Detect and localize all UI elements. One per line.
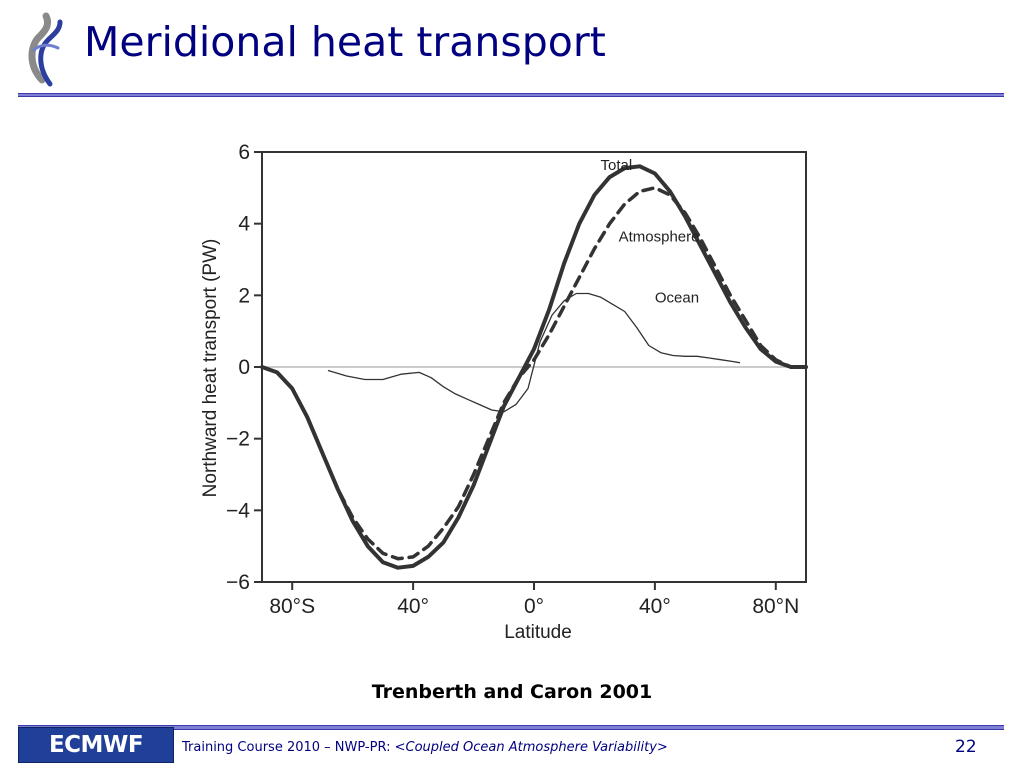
x-tick-label: 40° — [639, 595, 671, 618]
slide-title: Meridional heat transport — [84, 18, 606, 66]
footer-divider — [18, 725, 1004, 730]
title-divider — [18, 93, 1004, 97]
series-line-atmosphere — [260, 186, 808, 561]
series-label-ocean: Ocean — [655, 290, 699, 307]
series-label-total: Total — [600, 157, 632, 174]
footer-course-prefix: Training Course 2010 – NWP-PR: < — [182, 740, 406, 755]
y-tick-label: −6 — [226, 571, 250, 594]
x-tick-label: 0° — [524, 595, 544, 618]
y-axis-title: Northward heat transport (PW) — [200, 239, 221, 498]
footer-course-text: Training Course 2010 – NWP-PR: <Coupled … — [182, 740, 668, 755]
y-tick-label: −2 — [226, 428, 250, 451]
figure-caption: Trenberth and Caron 2001 — [371, 681, 653, 703]
series-line-total — [260, 164, 808, 570]
x-tick-label: 80°N — [752, 595, 799, 618]
heat-transport-chart: 80°S 40° 0° 40° 80°N −6 −4 −2 0 2 4 6 Total Atmospher… — [200, 141, 808, 643]
x-tick-label: 80°S — [269, 595, 315, 618]
ecmwf-footer-logo: ECMWF — [18, 727, 174, 763]
y-tick-label: 6 — [238, 141, 250, 164]
x-axis-title: Latitude — [504, 622, 572, 643]
footer-logo-text: ECMWF — [48, 732, 144, 758]
ecmwf-swirl-logo-icon — [20, 10, 70, 90]
page-number: 22 — [955, 737, 977, 757]
footer-course-suffix: > — [656, 740, 668, 755]
series-line-ocean — [327, 292, 741, 413]
y-tick-label: 4 — [238, 213, 250, 236]
series-label-atmosphere: Atmosphere — [619, 229, 700, 246]
y-tick-label: 2 — [238, 284, 250, 307]
x-tick-label: 40° — [397, 595, 429, 618]
y-tick-label: 0 — [238, 356, 250, 379]
y-tick-label: −4 — [226, 499, 250, 522]
footer-course-topic: Coupled Ocean Atmosphere Variability — [405, 740, 657, 755]
